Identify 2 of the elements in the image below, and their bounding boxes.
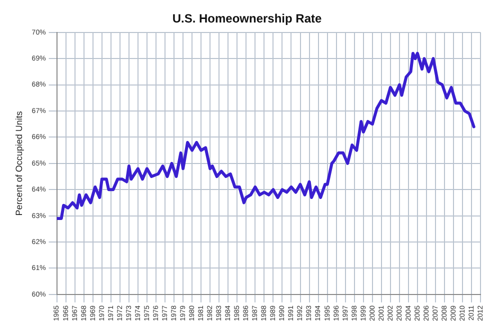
chart-title: U.S. Homeownership Rate xyxy=(172,12,322,26)
y-axis-title: Percent of Occupied Units xyxy=(14,110,24,216)
